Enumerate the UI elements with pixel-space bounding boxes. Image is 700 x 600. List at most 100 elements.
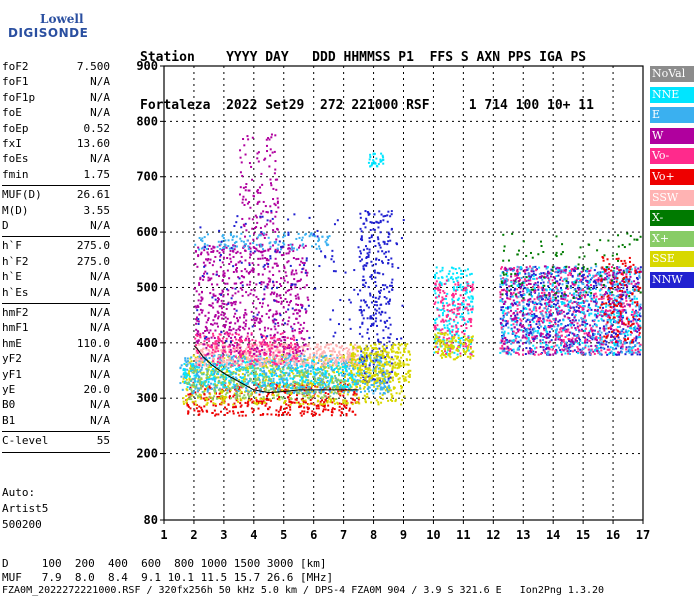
echo-point [345, 400, 348, 403]
echo-point [392, 387, 395, 390]
echo-point [207, 387, 210, 390]
param-label: foEs [2, 152, 29, 165]
echo-point [206, 378, 209, 381]
echo-point [243, 394, 246, 397]
echo-point [322, 362, 325, 365]
echo-point [211, 373, 214, 376]
param-label: fmin [2, 168, 29, 181]
param-value: 110.0 [77, 337, 110, 350]
echo-point [307, 382, 310, 385]
echo-point [335, 359, 338, 362]
echo-point [221, 383, 224, 386]
echo-point [206, 369, 209, 372]
echo-point [213, 349, 216, 352]
echo-point [303, 361, 306, 364]
echo-point [298, 372, 301, 375]
echo-point [261, 358, 264, 361]
echo-point [334, 374, 337, 377]
echo-point [280, 356, 283, 359]
echo-point [326, 343, 329, 346]
echo-point [289, 387, 292, 390]
echo-point [288, 383, 291, 386]
echo-point [194, 391, 197, 394]
echo-point [260, 364, 263, 367]
echo-point [295, 383, 298, 386]
echo-point [195, 361, 198, 364]
echo-point [347, 374, 350, 377]
echo-point [264, 364, 267, 367]
echo-point [382, 367, 385, 370]
echo-point [315, 404, 318, 407]
echo-point [283, 355, 286, 358]
echo-point [200, 377, 203, 380]
echo-point [287, 392, 290, 395]
echo-point [268, 369, 271, 372]
echo-point [242, 354, 245, 357]
echo-point [273, 387, 276, 390]
echo-point [203, 380, 206, 383]
echo-point [229, 389, 232, 392]
echo-point [214, 380, 217, 383]
echo-point [319, 377, 322, 380]
echo-point [239, 389, 242, 392]
param-value: N/A [90, 152, 110, 165]
echo-point [286, 385, 289, 388]
echo-point [339, 357, 342, 360]
echo-point [213, 369, 216, 372]
echo-point [254, 383, 257, 386]
echo-point [252, 355, 255, 358]
echo-point [382, 392, 385, 395]
echo-point [218, 364, 221, 367]
echo-point [313, 390, 316, 393]
echo-point [227, 367, 230, 370]
echo-point [286, 363, 289, 366]
echo-point [326, 370, 329, 373]
echo-point [339, 392, 342, 395]
echo-point [187, 372, 190, 375]
echo-point [219, 403, 222, 406]
echo-point [198, 353, 201, 356]
echo-point [264, 357, 267, 360]
echo-point [266, 413, 269, 416]
echo-point [229, 362, 232, 365]
echo-point [343, 381, 346, 384]
echo-point [273, 382, 276, 385]
echo-point [319, 400, 322, 403]
echo-point [327, 359, 330, 362]
echo-point [246, 283, 249, 286]
echo-point [261, 401, 264, 404]
echo-point [252, 400, 255, 403]
echo-point [226, 368, 229, 371]
param-value: N/A [90, 306, 110, 319]
echo-point [370, 401, 373, 404]
echo-point [321, 383, 324, 386]
echo-point [342, 358, 345, 361]
echo-point [342, 363, 345, 366]
echo-point [205, 386, 208, 389]
echo-point [241, 385, 244, 388]
echo-point [291, 391, 294, 394]
echo-point [188, 387, 191, 390]
echo-point [322, 375, 325, 378]
echo-point [189, 393, 192, 396]
echo-point [242, 360, 245, 363]
echo-point [340, 407, 343, 410]
echo-point [241, 372, 244, 375]
param-label: hmF1 [2, 321, 29, 334]
echo-point [244, 378, 247, 381]
echo-point [314, 385, 317, 388]
echo-point [292, 391, 295, 394]
echo-point [239, 352, 242, 355]
echo-point [311, 362, 314, 365]
echo-point [358, 361, 361, 364]
echo-point [205, 399, 208, 402]
echo-point [333, 371, 336, 374]
echo-point [280, 396, 283, 399]
echo-point [239, 402, 242, 405]
echo-point [306, 370, 309, 373]
echo-point [321, 363, 324, 366]
echo-point [307, 379, 310, 382]
echo-point [183, 376, 186, 379]
echo-point [379, 383, 382, 386]
echo-point [384, 379, 387, 382]
